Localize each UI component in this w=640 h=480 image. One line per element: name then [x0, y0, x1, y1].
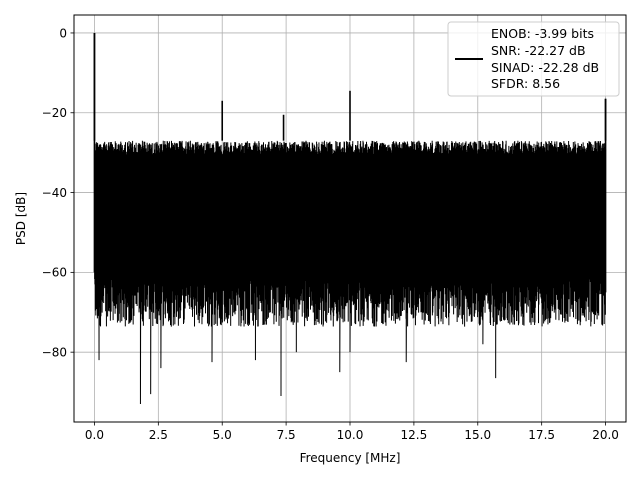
legend-entry-enob: ENOB: -3.99 bits	[491, 26, 594, 41]
y-tick-label: −80	[42, 345, 67, 359]
legend-box	[447, 21, 620, 97]
x-axis-label: Frequency [MHz]	[300, 451, 401, 465]
legend-entry-sinad: SINAD: -22.28 dB	[491, 60, 599, 75]
x-tick-label: 15.0	[464, 428, 491, 442]
x-tick-label: 12.5	[401, 428, 428, 442]
legend-entry-snr: SNR: -22.27 dB	[491, 43, 586, 58]
y-tick-label: −40	[42, 186, 67, 200]
y-tick-label: −60	[42, 266, 67, 280]
x-axis-ticks: 0.0 2.5 5.0 7.5 10.0 12.5 15.0 17.5 20.0	[85, 422, 619, 442]
series-psd	[93, 32, 607, 405]
x-tick-label: 7.5	[277, 428, 296, 442]
legend: ENOB: -3.99 bits SNR: -22.27 dB SINAD: -…	[447, 21, 620, 97]
x-tick-label: 5.0	[213, 428, 232, 442]
x-tick-label: 2.5	[149, 428, 168, 442]
y-axis-label: PSD [dB]	[14, 192, 28, 245]
x-tick-label: 10.0	[337, 428, 364, 442]
psd-noise-trace	[93, 140, 607, 405]
x-tick-label: 0.0	[85, 428, 104, 442]
x-tick-label: 20.0	[592, 428, 619, 442]
y-tick-label: 0	[59, 26, 67, 40]
x-tick-label: 17.5	[528, 428, 555, 442]
y-axis-ticks: 0 −20 −40 −60 −80	[42, 26, 74, 359]
y-tick-label: −20	[42, 106, 67, 120]
legend-entry-sfdr: SFDR: 8.56	[491, 76, 560, 91]
